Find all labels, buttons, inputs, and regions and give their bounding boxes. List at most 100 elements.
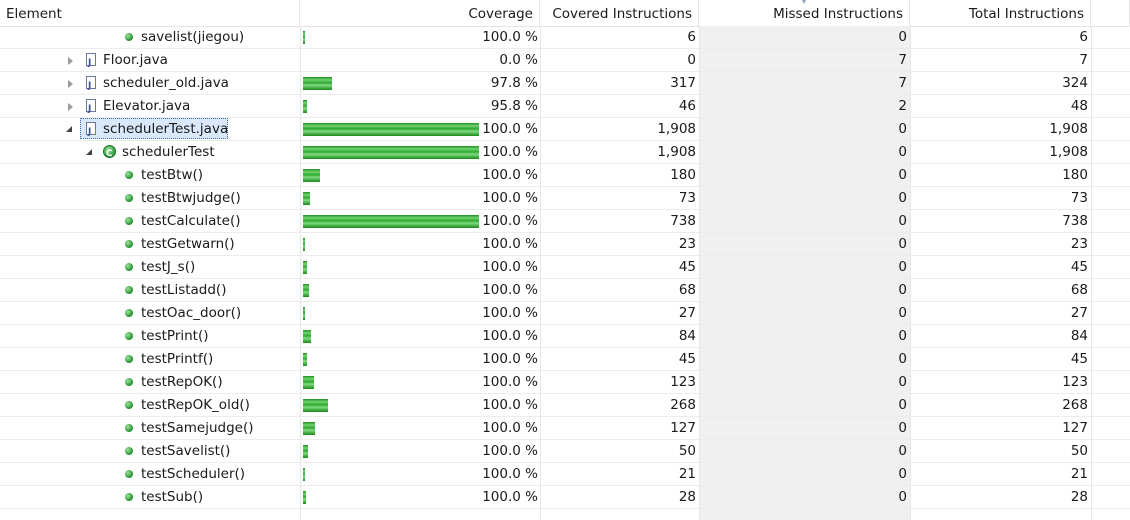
header-covered-instructions[interactable]: Covered Instructions (540, 0, 699, 26)
table-row[interactable]: testSamejudge() 100.0 % 127 0 127 (0, 417, 1130, 440)
column-divider (540, 26, 541, 520)
element-cell[interactable]: testRepOK_old() (0, 394, 300, 416)
missed-instructions: 0 (898, 489, 907, 505)
expand-closed-icon[interactable] (68, 103, 73, 111)
element-cell[interactable]: schedulerTest (0, 141, 300, 166)
covered-instructions: 127 (670, 420, 696, 436)
method-icon (125, 309, 133, 317)
coverage-bar (303, 468, 305, 481)
table-row[interactable]: scheduler_old.java 97.8 % 317 7 324 (0, 72, 1130, 98)
table-row[interactable]: Floor.java 0.0 % 0 7 7 (0, 49, 1130, 75)
element-cell[interactable]: testSavelist() (0, 440, 300, 462)
coverage-bar (303, 491, 306, 504)
element-cell[interactable]: testPrint() (0, 325, 300, 347)
column-divider (1091, 26, 1092, 520)
table-row[interactable]: testPrint() 100.0 % 84 0 84 (0, 325, 1130, 348)
element-cell[interactable]: testJ_s() (0, 256, 300, 278)
table-row[interactable]: schedulerTest 100.0 % 1,908 0 1,908 (0, 141, 1130, 166)
expand-open-icon[interactable] (66, 126, 72, 132)
element-label: schedulerTest.java (103, 121, 229, 137)
table-row[interactable]: testPrintf() 100.0 % 45 0 45 (0, 348, 1130, 371)
coverage-bar (303, 77, 333, 90)
table-row[interactable]: testScheduler() 100.0 % 21 0 21 (0, 463, 1130, 486)
element-cell[interactable]: testSub() (0, 486, 300, 508)
table-row[interactable]: testBtwjudge() 100.0 % 73 0 73 (0, 187, 1130, 210)
coverage-bar (303, 445, 308, 458)
method-icon (125, 378, 133, 386)
covered-instructions: 1,908 (657, 121, 696, 137)
coverage-bar-fill (303, 376, 314, 389)
element-cell[interactable]: testBtwjudge() (0, 187, 300, 209)
coverage-percent: 100.0 % (482, 420, 538, 436)
table-row[interactable]: testSavelist() 100.0 % 50 0 50 (0, 440, 1130, 463)
missed-instructions: 2 (898, 98, 907, 114)
element-cell[interactable]: testOac_door() (0, 302, 300, 324)
element-cell[interactable]: testSamejudge() (0, 417, 300, 439)
java-file-icon (86, 121, 96, 144)
method-icon (125, 171, 133, 179)
class-icon (103, 143, 116, 166)
missed-instructions: 0 (898, 190, 907, 206)
method-icon (125, 263, 133, 271)
element-cell[interactable]: testRepOK() (0, 371, 300, 393)
coverage-percent: 100.0 % (482, 144, 538, 160)
element-cell[interactable]: testGetwarn() (0, 233, 300, 255)
missed-instructions: 0 (898, 397, 907, 413)
expand-open-icon[interactable] (86, 149, 92, 155)
header-element[interactable]: Element (0, 0, 300, 26)
coverage-bar-fill (303, 399, 328, 412)
header-total-instructions[interactable]: Total Instructions (910, 0, 1091, 26)
header-coverage[interactable]: Coverage (300, 0, 540, 26)
method-icon (125, 240, 133, 248)
element-cell[interactable]: schedulerTest.java (0, 118, 300, 144)
element-cell[interactable]: Elevator.java (0, 95, 300, 121)
element-cell[interactable]: savelist(jiegou) (0, 26, 300, 48)
element-label: testOac_door() (141, 305, 242, 321)
table-row[interactable]: testOac_door() 100.0 % 27 0 27 (0, 302, 1130, 325)
covered-instructions: 84 (678, 328, 696, 344)
element-label: testListadd() (141, 282, 227, 298)
element-label: testJ_s() (141, 259, 196, 275)
covered-instructions: 123 (670, 374, 696, 390)
method-icon (125, 33, 133, 41)
table-row[interactable]: testBtw() 100.0 % 180 0 180 (0, 164, 1130, 187)
table-row[interactable]: testCalculate() 100.0 % 738 0 738 (0, 210, 1130, 233)
element-cell[interactable]: testCalculate() (0, 210, 300, 232)
table-row[interactable]: testRepOK() 100.0 % 123 0 123 (0, 371, 1130, 394)
coverage-bar-fill (303, 491, 306, 504)
table-row[interactable]: savelist(jiegou) 100.0 % 6 0 6 (0, 26, 1130, 49)
covered-instructions: 738 (670, 213, 696, 229)
covered-instructions: 45 (678, 259, 696, 275)
expand-closed-icon[interactable] (68, 57, 73, 65)
missed-instructions: 0 (898, 328, 907, 344)
total-instructions: 50 (1070, 443, 1088, 459)
header-missed-instructions[interactable]: ▾ Missed Instructions (699, 0, 910, 26)
element-cell[interactable]: testListadd() (0, 279, 300, 301)
method-icon (125, 194, 133, 202)
coverage-bar-fill (303, 307, 305, 320)
java-file-icon (86, 75, 96, 98)
table-row[interactable]: testRepOK_old() 100.0 % 268 0 268 (0, 394, 1130, 417)
table-row[interactable]: testSub() 100.0 % 28 0 28 (0, 486, 1130, 509)
expand-closed-icon[interactable] (68, 80, 73, 88)
coverage-percent: 95.8 % (490, 98, 538, 114)
table-row[interactable]: testGetwarn() 100.0 % 23 0 23 (0, 233, 1130, 256)
coverage-bar-fill (303, 330, 311, 343)
element-cell[interactable]: scheduler_old.java (0, 72, 300, 98)
total-instructions: 73 (1070, 190, 1088, 206)
table-row[interactable]: testJ_s() 100.0 % 45 0 45 (0, 256, 1130, 279)
table-row[interactable]: schedulerTest.java 100.0 % 1,908 0 1,908 (0, 118, 1130, 144)
table-row[interactable]: Elevator.java 95.8 % 46 2 48 (0, 95, 1130, 121)
coverage-percent: 100.0 % (482, 190, 538, 206)
element-cell[interactable]: Floor.java (0, 49, 300, 75)
table-row[interactable]: testListadd() 100.0 % 68 0 68 (0, 279, 1130, 302)
missed-instructions: 0 (898, 213, 907, 229)
coverage-percent: 100.0 % (482, 305, 538, 321)
element-label: testRepOK_old() (141, 397, 250, 413)
covered-instructions: 6 (687, 29, 696, 45)
element-cell[interactable]: testScheduler() (0, 463, 300, 485)
element-cell[interactable]: testPrintf() (0, 348, 300, 370)
coverage-bar-fill (303, 146, 479, 159)
element-cell[interactable]: testBtw() (0, 164, 300, 186)
element-label: testScheduler() (141, 466, 246, 482)
